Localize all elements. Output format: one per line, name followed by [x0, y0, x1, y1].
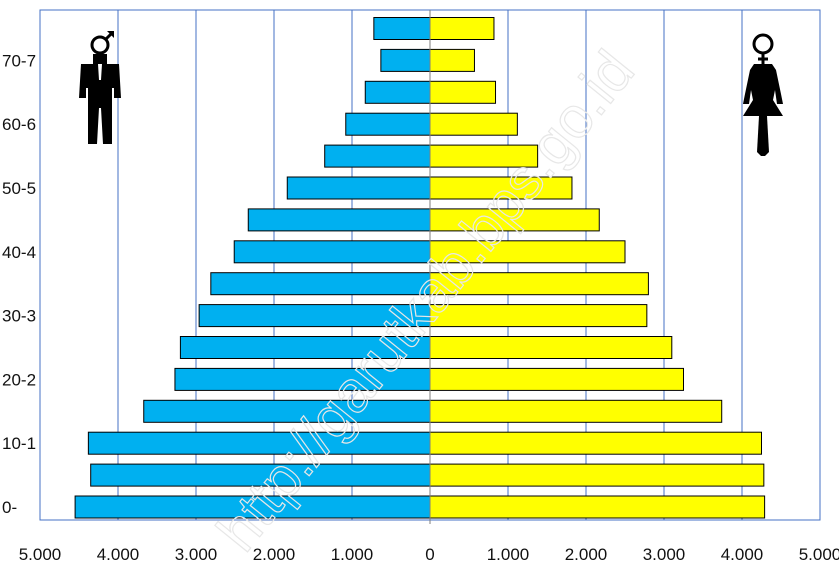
x-tick-label: 5.000 [19, 545, 62, 564]
female-bar [429, 144, 539, 168]
y-tick-label: 50-5 [2, 179, 36, 198]
female-bar [429, 304, 648, 328]
x-tick-label: 1.000 [331, 545, 374, 564]
male-bar [364, 80, 431, 104]
male-bar [90, 463, 431, 487]
y-tick-label: 40-4 [2, 243, 36, 262]
female-bar [429, 112, 518, 136]
female-figure-icon [743, 33, 783, 156]
male-figure-icon [79, 30, 121, 144]
female-bar [429, 336, 673, 359]
female-bar [429, 17, 495, 40]
male-bar [247, 208, 431, 232]
gridlines [117, 10, 743, 520]
y-tick-label: 70-7 [2, 51, 36, 70]
x-tick-labels: 5.000 4.000 3.000 2.000 1.000 0 1.000 2.000 3.00… [19, 545, 839, 564]
male-bar [87, 431, 431, 455]
x-tick-label: 4.000 [97, 545, 140, 564]
male-bar [210, 272, 431, 296]
male-bar [74, 495, 431, 519]
x-tick-label: 3.000 [643, 545, 686, 564]
female-bar [429, 80, 497, 104]
x-tick-label: 2.000 [253, 545, 296, 564]
male-bar [286, 176, 431, 200]
male-bar [143, 399, 431, 423]
x-tick-label: 3.000 [175, 545, 218, 564]
x-tick-label: 2.000 [565, 545, 608, 564]
y-tick-labels: 0- 10-1 20-2 30-3 40-4 50-5 60-6 70-7 [2, 51, 36, 517]
male-bar [380, 48, 431, 72]
x-tick-label: 0 [425, 545, 434, 564]
male-bar [198, 304, 431, 328]
male-bar [345, 112, 431, 136]
y-tick-label: 30-3 [2, 307, 36, 326]
female-bar [429, 272, 649, 296]
bars [74, 17, 766, 519]
female-bar [429, 431, 762, 455]
male-bar [179, 336, 431, 359]
female-bar [429, 176, 573, 200]
female-bar [429, 48, 475, 72]
male-bar [373, 17, 431, 40]
male-bar [324, 144, 431, 168]
male-bar [174, 367, 431, 391]
female-bar [429, 463, 765, 487]
female-bar [429, 495, 766, 519]
y-tick-label: 10-1 [2, 434, 36, 453]
x-tick-label: 1.000 [487, 545, 530, 564]
female-bar [429, 367, 684, 391]
female-bar [429, 399, 723, 423]
y-tick-label: 60-6 [2, 115, 36, 134]
male-bar [233, 240, 431, 264]
female-bar [429, 208, 600, 232]
y-tick-label: 20-2 [2, 370, 36, 389]
y-tick-label: 0- [2, 498, 17, 517]
female-bar [429, 240, 626, 264]
x-tick-label: 4.000 [721, 545, 764, 564]
x-tick-label: 5.000 [799, 545, 839, 564]
